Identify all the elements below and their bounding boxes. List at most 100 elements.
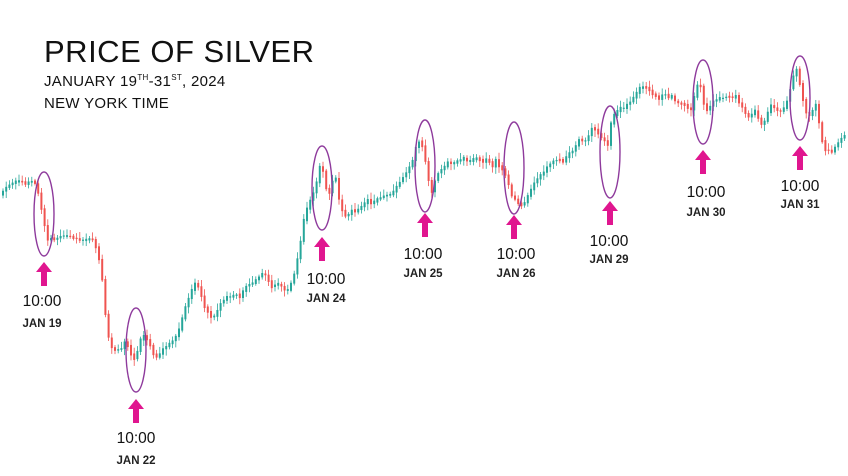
candle-body <box>216 309 219 317</box>
candle <box>389 191 392 198</box>
candle-body <box>94 239 97 249</box>
candle <box>792 70 795 91</box>
candle <box>229 292 232 304</box>
candle <box>309 196 312 214</box>
candle <box>104 275 107 318</box>
candle <box>491 158 494 173</box>
candle <box>446 158 449 170</box>
candle <box>258 274 260 284</box>
arrow-up-icon <box>792 146 808 170</box>
candle-body <box>5 186 8 192</box>
candle-body <box>706 103 708 112</box>
candle-body <box>354 209 356 213</box>
candle <box>379 191 382 202</box>
candle <box>603 132 606 146</box>
candle <box>706 97 708 115</box>
candle-body <box>734 95 737 99</box>
candle-body <box>213 315 216 318</box>
candle-body <box>101 258 104 281</box>
candle <box>338 171 340 205</box>
candle <box>488 154 491 166</box>
annotation-time: 10:00 <box>781 178 820 195</box>
candle <box>152 342 155 359</box>
arrow-up-icon <box>314 237 330 261</box>
candle-body <box>360 205 363 211</box>
candle <box>779 108 782 118</box>
candle <box>190 284 193 304</box>
candle-body <box>328 187 331 194</box>
candle <box>619 100 622 119</box>
candle <box>661 88 664 106</box>
candle <box>232 290 235 301</box>
candle <box>133 347 136 366</box>
candle <box>594 124 596 137</box>
candle-body <box>171 340 174 345</box>
candle <box>504 165 507 179</box>
candle-body <box>149 339 152 347</box>
candle <box>552 158 555 169</box>
highlight-oval <box>311 145 333 231</box>
candle-body <box>72 235 75 239</box>
candle <box>350 204 353 221</box>
candle <box>254 276 257 286</box>
highlight-oval <box>503 121 525 215</box>
candle <box>277 278 280 290</box>
candle-body <box>606 140 609 146</box>
candle <box>341 194 344 217</box>
candle-body <box>50 238 52 241</box>
candle <box>235 292 238 299</box>
candle <box>462 155 465 166</box>
candle <box>760 114 763 129</box>
candle <box>101 254 104 283</box>
candle-body <box>78 238 81 241</box>
candle <box>216 303 219 322</box>
candle <box>392 184 395 198</box>
candle <box>507 170 510 189</box>
candle-body <box>523 202 526 206</box>
candle-body <box>366 199 369 205</box>
candle-body <box>341 199 344 212</box>
candle <box>424 139 427 165</box>
candle-body <box>238 293 241 299</box>
highlight-oval <box>692 59 714 145</box>
candle-body <box>440 169 443 174</box>
candle-body <box>766 111 769 122</box>
candle <box>568 146 571 163</box>
candle <box>523 196 526 208</box>
candle-body <box>594 127 596 131</box>
candle <box>606 135 609 151</box>
annotation-date: JAN 29 <box>590 254 629 266</box>
candle <box>437 171 440 184</box>
candle-body <box>254 279 257 284</box>
candle <box>226 291 228 304</box>
candle <box>565 150 568 166</box>
candle-body <box>738 94 740 104</box>
candle-body <box>398 181 401 187</box>
candle-body <box>674 95 676 102</box>
candle-body <box>648 86 651 92</box>
candle <box>485 152 488 169</box>
candle-body <box>491 161 494 168</box>
candle <box>91 232 94 243</box>
candle-body <box>514 195 516 200</box>
candle-body <box>283 285 286 291</box>
candle-body <box>242 290 244 299</box>
arrow-up-icon <box>602 201 618 225</box>
highlight-oval <box>33 171 55 257</box>
candle-body <box>610 122 612 146</box>
candle <box>360 201 363 214</box>
candle <box>677 98 680 108</box>
candle-body <box>402 177 404 183</box>
candle <box>158 346 161 360</box>
candle-body <box>744 106 747 114</box>
candle <box>370 192 372 210</box>
candle-body <box>40 192 43 210</box>
candle <box>674 93 676 105</box>
candle <box>264 270 267 281</box>
candle-body <box>629 101 632 105</box>
arrow-up-icon <box>506 215 522 239</box>
candle-body <box>526 195 529 204</box>
candle <box>834 144 836 155</box>
candle-body <box>686 103 689 109</box>
candle-body <box>2 190 4 196</box>
